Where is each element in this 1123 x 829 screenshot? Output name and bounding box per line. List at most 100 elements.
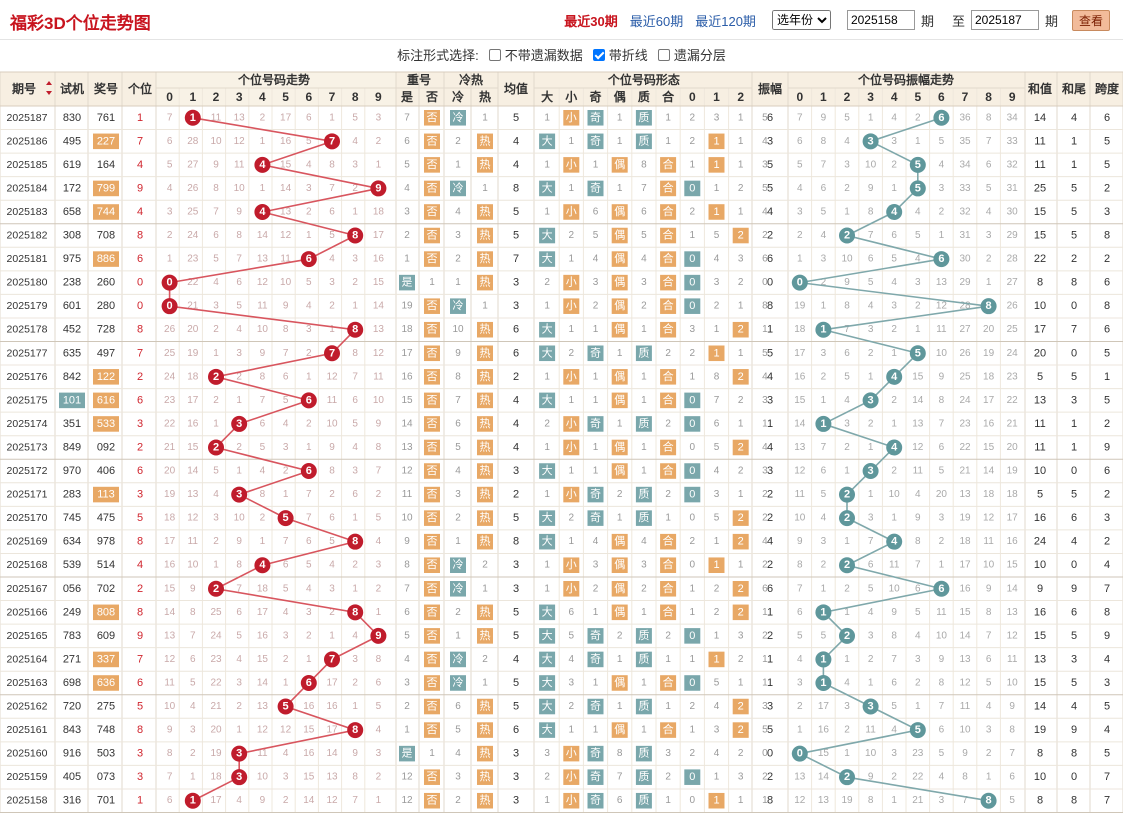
form-cell: 合 xyxy=(663,675,674,689)
repeat-badge xyxy=(424,651,440,668)
trend-omission: 15 xyxy=(187,442,199,453)
form-cell: 偶 xyxy=(614,464,625,477)
hotcold-badge xyxy=(477,533,493,550)
form-cell: 1 xyxy=(617,348,623,359)
form-cell: 1 xyxy=(569,395,575,406)
repeat-badge xyxy=(424,628,440,644)
unit-cell: 4 xyxy=(137,206,143,218)
trend-ball-number: 5 xyxy=(283,701,289,713)
sum-cell: 15 xyxy=(1034,230,1046,242)
form-badge xyxy=(660,204,677,220)
test-cell: 101 xyxy=(63,394,81,406)
to-issue-input[interactable] xyxy=(970,10,1039,30)
form-cell: 5 xyxy=(762,348,768,359)
checkbox-box[interactable] xyxy=(657,48,670,61)
unit-cell: 6 xyxy=(137,394,143,406)
amp-ball xyxy=(886,533,903,550)
form-cell: 质 xyxy=(638,747,649,760)
tail-cell: 0 xyxy=(1071,347,1077,359)
trend-ball xyxy=(347,321,364,338)
prize-highlight xyxy=(93,416,119,432)
period-30-link[interactable]: 最近30期 xyxy=(564,13,618,29)
amp-header: 振幅 xyxy=(758,81,782,96)
issue-cell: 2025158 xyxy=(7,795,48,807)
form-cell: 合 xyxy=(663,180,674,194)
checkbox-box[interactable] xyxy=(488,48,501,61)
amp-ball-number: 0 xyxy=(797,277,803,289)
form-badge xyxy=(635,510,652,526)
repeat-cell: 否 xyxy=(427,371,438,383)
form-badge xyxy=(660,369,677,385)
year-select[interactable]: 选年份 xyxy=(771,10,831,30)
trend-omission: 1 xyxy=(213,348,219,359)
unit-cell: 3 xyxy=(137,771,143,783)
form-cell: 2 xyxy=(738,371,744,383)
sort-arrow-icon[interactable] xyxy=(46,81,52,95)
period-60-link[interactable]: 最近60期 xyxy=(629,13,684,29)
prize-cell: 073 xyxy=(97,771,115,783)
trend-omission: 2 xyxy=(260,112,266,123)
amp-omission: 2 xyxy=(891,324,897,335)
amp-omission: 7 xyxy=(868,536,874,547)
amp-omission: 8 xyxy=(915,536,921,547)
trend-omission: 8 xyxy=(352,772,358,783)
search-button[interactable]: 查看 xyxy=(1071,9,1110,31)
amp-omission: 26 xyxy=(1007,301,1019,312)
repeat-cell: 5 xyxy=(404,159,410,170)
prize-highlight xyxy=(93,133,119,150)
unit-cell: 8 xyxy=(137,536,143,548)
form-subheader: 大 xyxy=(541,89,553,104)
trend-ball-number: 4 xyxy=(259,559,266,571)
trend-omission: 1 xyxy=(376,159,382,170)
amp-omission: 3 xyxy=(844,159,850,170)
hotcold-cell: 1 xyxy=(455,536,461,547)
trend-omission: 7 xyxy=(283,348,289,359)
form-badge xyxy=(611,298,628,314)
amp-omission: 3 xyxy=(891,136,897,147)
tail-cell: 3 xyxy=(1071,394,1077,406)
form-cell: 2 xyxy=(762,513,768,524)
amp-omission: 8 xyxy=(821,136,827,147)
amp-ball xyxy=(933,251,950,268)
avg-cell: 4 xyxy=(513,441,519,453)
form-cell: 质 xyxy=(638,488,649,501)
checkbox-box[interactable] xyxy=(592,48,605,61)
hotcold-cell: 1 xyxy=(455,277,461,288)
omission-layer-checkbox[interactable]: 遗漏分层 xyxy=(657,45,726,64)
amp-omission: 18 xyxy=(794,324,806,335)
form-badge xyxy=(611,533,628,550)
span-cell: 4 xyxy=(1104,724,1110,736)
form-cell: 1 xyxy=(713,135,719,147)
form-badge xyxy=(684,392,701,409)
form-cell: 1 xyxy=(762,607,768,618)
tail-cell: 5 xyxy=(1071,371,1077,383)
prize-cell: 475 xyxy=(97,512,115,524)
amp-omission: 1 xyxy=(844,654,850,665)
trend-omission: 5 xyxy=(306,560,312,571)
prize-cell: 609 xyxy=(97,630,115,642)
hotcold-cell: 2 xyxy=(455,254,461,265)
repeat-badge xyxy=(424,369,440,385)
from-issue-input[interactable] xyxy=(846,10,915,30)
avg-cell: 3 xyxy=(513,771,519,783)
amp-omission: 36 xyxy=(959,112,971,123)
period-120-link[interactable]: 最近120期 xyxy=(695,13,756,29)
trend-ball xyxy=(231,745,248,762)
form-cell: 2 xyxy=(690,206,696,217)
form-badge xyxy=(684,628,701,644)
trend-omission: 2 xyxy=(306,348,312,359)
amp-omission: 9 xyxy=(939,371,945,382)
no-omission-checkbox[interactable]: 不带遗漏数据 xyxy=(488,45,583,64)
form-cell: 1 xyxy=(641,395,647,406)
polyline-checkbox[interactable]: 带折线 xyxy=(592,45,648,64)
amp-omission: 3 xyxy=(868,630,874,641)
amp-omission: 3 xyxy=(891,748,897,759)
prize-cell: 616 xyxy=(97,394,115,406)
test-cell: 283 xyxy=(63,489,81,501)
amp-omission: 4 xyxy=(891,277,897,288)
amp-cell: 6 xyxy=(767,253,773,265)
amp-omission: 4 xyxy=(915,630,921,641)
form-badge xyxy=(563,557,580,573)
prize-cell: 701 xyxy=(97,795,115,807)
amp-omission: 33 xyxy=(959,183,971,194)
